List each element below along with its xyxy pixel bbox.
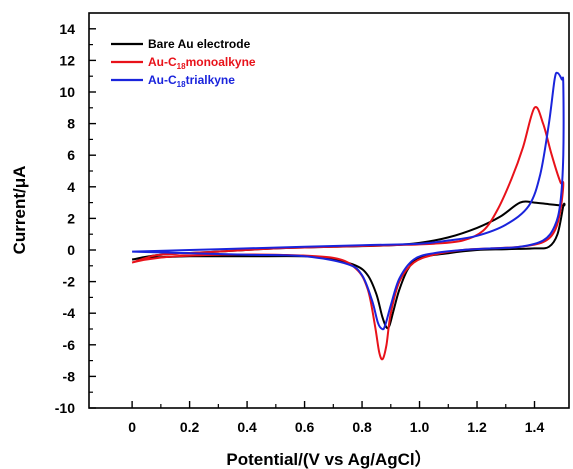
x-axis-ticks: 0 0.2 0.4 0.6 0.8 1.0 1.2 1.4 xyxy=(128,401,544,435)
y-tick-label: -2 xyxy=(63,274,76,290)
legend-text-part: trialkyne xyxy=(186,73,236,87)
x-tick-label: 0 xyxy=(128,419,136,435)
y-tick-label: -8 xyxy=(63,368,76,384)
y-axis-ticks: -10 -8 -6 -4 -2 0 2 4 6 8 10 12 14 xyxy=(55,21,96,416)
x-tick-label: 1.4 xyxy=(525,419,545,435)
x-tick-label: 0.6 xyxy=(295,419,315,435)
x-tick-label: 1.0 xyxy=(410,419,430,435)
x-axis-title: Potential/(V vs Ag/AgCl） xyxy=(226,449,431,469)
legend-text-part: Bare Au electrode xyxy=(148,37,251,51)
legend-label-3: Au-C18trialkyne xyxy=(148,73,235,89)
y-tick-label: 10 xyxy=(59,84,75,100)
plot-frame xyxy=(88,12,570,409)
legend-text-part: Au-C xyxy=(148,73,177,87)
y-axis-title: Current/μA xyxy=(10,166,29,255)
y-tick-label: 0 xyxy=(67,242,75,258)
legend-text-part: monoalkyne xyxy=(186,55,256,69)
series-line-3 xyxy=(132,71,565,331)
series-lines xyxy=(131,71,566,361)
series-line-2 xyxy=(131,106,565,361)
y-tick-label: -6 xyxy=(63,337,76,353)
y-tick-label: 8 xyxy=(67,116,75,132)
legend-text-part: Au-C xyxy=(148,55,177,69)
legend-subscript: 18 xyxy=(177,80,186,89)
x-tick-label: 0.4 xyxy=(237,419,257,435)
legend-label-1: Bare Au electrode xyxy=(148,37,251,51)
y-tick-label: -4 xyxy=(63,305,76,321)
y-tick-label: 6 xyxy=(67,147,75,163)
y-tick-label: 12 xyxy=(59,52,75,68)
legend: Bare Au electrodeAu-C18monoalkyneAu-C18t… xyxy=(111,37,256,89)
legend-label-2: Au-C18monoalkyne xyxy=(148,55,256,71)
y-tick-label: 2 xyxy=(67,210,75,226)
x-tick-label: 0.2 xyxy=(180,419,200,435)
y-tick-label: 4 xyxy=(67,179,75,195)
y-tick-label: -10 xyxy=(55,400,75,416)
x-tick-label: 0.8 xyxy=(352,419,372,435)
legend-subscript: 18 xyxy=(177,62,186,71)
y-tick-label: 14 xyxy=(59,21,75,37)
x-tick-label: 1.2 xyxy=(467,419,487,435)
